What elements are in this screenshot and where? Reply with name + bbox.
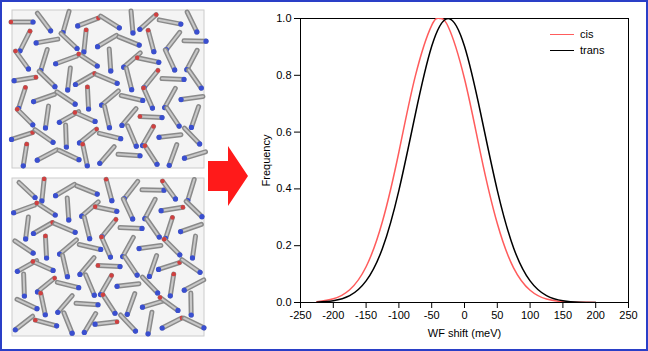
svg-text:-100: -100: [388, 309, 410, 321]
svg-text:150: 150: [554, 309, 572, 321]
svg-text:0: 0: [461, 309, 467, 321]
svg-text:250: 250: [619, 309, 637, 321]
svg-text:-50: -50: [424, 309, 440, 321]
svg-text:0.2: 0.2: [276, 239, 291, 251]
svg-text:0.6: 0.6: [276, 126, 291, 138]
svg-text:0.0: 0.0: [276, 296, 291, 308]
svg-text:Frequency: Frequency: [260, 134, 272, 186]
svg-text:50: 50: [491, 309, 503, 321]
html-text:cis: cis: [580, 28, 594, 40]
svg-text:100: 100: [521, 309, 539, 321]
svg-text:-250: -250: [289, 309, 311, 321]
svg-text:WF shift (meV): WF shift (meV): [428, 327, 501, 339]
svg-text:-200: -200: [322, 309, 344, 321]
svg-text:1.0: 1.0: [276, 12, 291, 24]
svg-text:200: 200: [587, 309, 605, 321]
svg-text:0.4: 0.4: [276, 182, 291, 194]
svg-text:-150: -150: [355, 309, 377, 321]
svg-text:0.8: 0.8: [276, 69, 291, 81]
html-text:trans: trans: [580, 44, 605, 56]
